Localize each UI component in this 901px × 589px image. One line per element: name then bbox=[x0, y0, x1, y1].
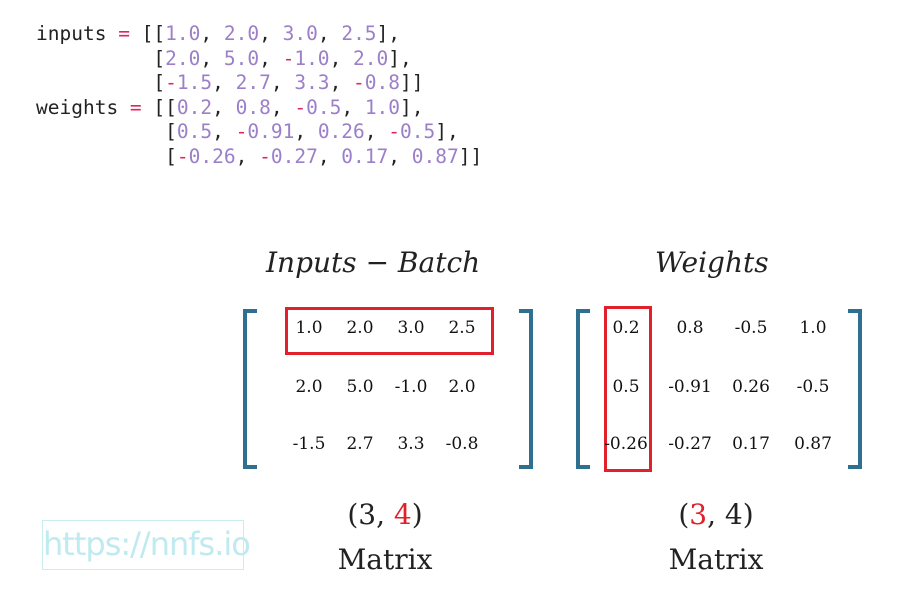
weights-cell-r0-c0: 0.2 bbox=[612, 318, 640, 338]
inputs-matrix-label: Matrix bbox=[337, 543, 433, 576]
inputs-cell-r1-c3: 2.0 bbox=[448, 377, 476, 397]
watermark: https://nnfs.io bbox=[42, 520, 251, 570]
weights-cell-r1-c1: -0.91 bbox=[668, 377, 712, 397]
weights-matrix-title: Weights bbox=[655, 246, 769, 279]
inputs-cell-r0-c2: 3.0 bbox=[397, 318, 425, 338]
inputs-left-bracket bbox=[243, 309, 257, 469]
inputs-cell-r2-c2: 3.3 bbox=[397, 434, 425, 454]
weights-cell-r2-c3: 0.87 bbox=[794, 434, 832, 454]
weights-cell-r2-c1: -0.27 bbox=[668, 434, 712, 454]
weights-cell-r0-c3: 1.0 bbox=[799, 318, 827, 338]
inputs-cell-r0-c0: 1.0 bbox=[295, 318, 323, 338]
weights-shape-highlight: 3 bbox=[689, 498, 708, 531]
inputs-matrix-title: Inputs − Batch bbox=[266, 246, 481, 279]
inputs-cell-r1-c1: 5.0 bbox=[346, 377, 374, 397]
code-block: inputs = [[1.0, 2.0, 3.0, 2.5], [2.0, 5.… bbox=[36, 22, 483, 168]
weights-matrix-label: Matrix bbox=[668, 543, 764, 576]
weights-cell-r1-c2: 0.26 bbox=[732, 377, 770, 397]
inputs-cell-r2-c0: -1.5 bbox=[292, 434, 326, 454]
inputs-shape-highlight: 4 bbox=[393, 498, 412, 531]
weights-shape: (3, 4) bbox=[678, 498, 754, 531]
inputs-cell-r2-c1: 2.7 bbox=[346, 434, 374, 454]
inputs-row-highlight bbox=[285, 307, 494, 355]
weights-right-bracket bbox=[848, 309, 862, 469]
inputs-shape: (3, 4) bbox=[347, 498, 423, 531]
inputs-cell-r0-c3: 2.5 bbox=[448, 318, 476, 338]
weights-cell-r1-c0: 0.5 bbox=[612, 377, 640, 397]
inputs-cell-r2-c3: -0.8 bbox=[445, 434, 479, 454]
weights-left-bracket bbox=[576, 309, 590, 469]
inputs-cell-r0-c1: 2.0 bbox=[346, 318, 374, 338]
weights-column-highlight bbox=[604, 306, 652, 472]
weights-cell-r1-c3: -0.5 bbox=[796, 377, 830, 397]
weights-cell-r2-c2: 0.17 bbox=[732, 434, 770, 454]
weights-cell-r2-c0: -0.26 bbox=[604, 434, 648, 454]
weights-cell-r0-c1: 0.8 bbox=[676, 318, 704, 338]
inputs-cell-r1-c0: 2.0 bbox=[295, 377, 323, 397]
inputs-cell-r1-c2: -1.0 bbox=[394, 377, 428, 397]
inputs-right-bracket bbox=[519, 309, 533, 469]
weights-cell-r0-c2: -0.5 bbox=[734, 318, 768, 338]
